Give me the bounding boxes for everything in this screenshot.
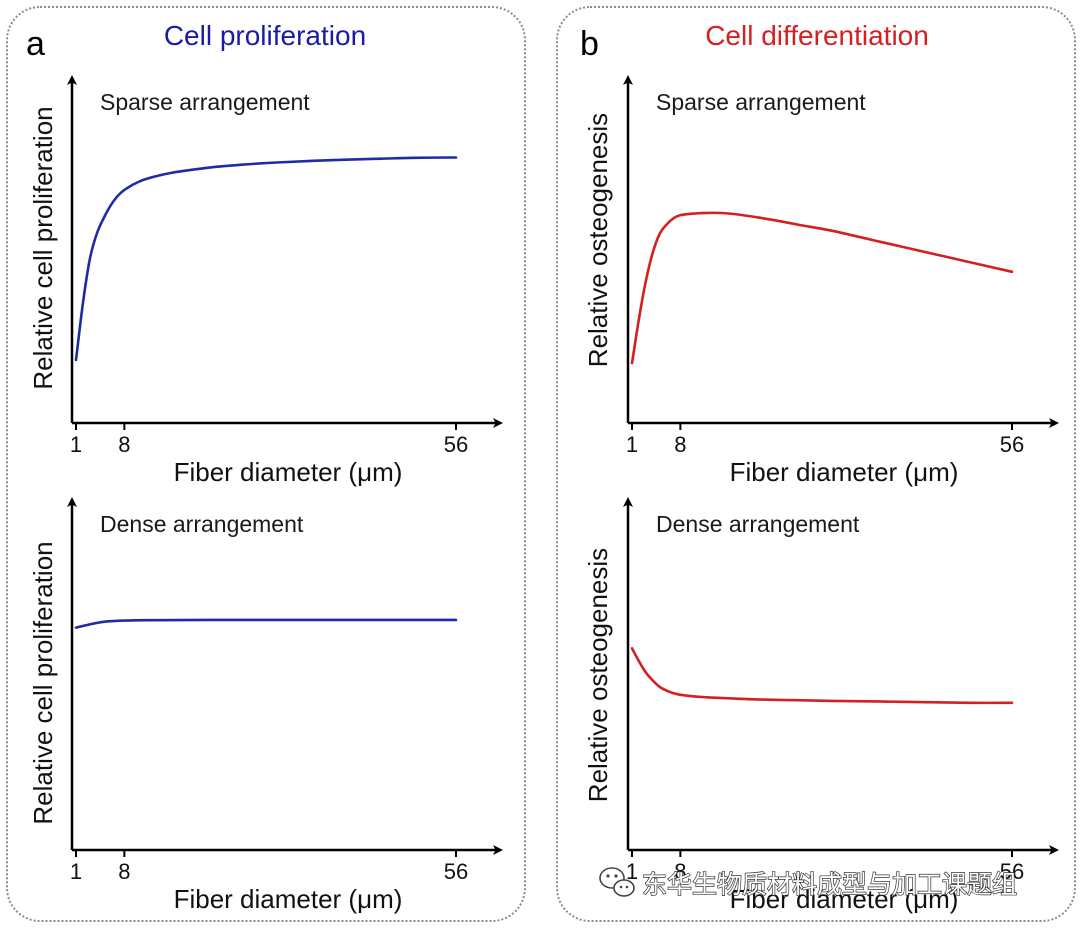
series-line [74,618,458,629]
chart-subtitle: Sparse arrangement [100,89,310,115]
chart-4: 1 8 56 Dense arrangement Fiber diameter (μm)… [583,497,1059,914]
chart-2: 1 8 56 Dense arrangement Fiber diameter (μm)… [28,497,503,914]
x-tick-label: 1 [70,859,82,884]
x-axis-label: Fiber diameter (μm) [174,884,403,914]
panel-b-frame [556,6,1076,922]
x-tick-label: 56 [1000,432,1024,457]
panel-b-letter: b [580,25,599,63]
x-tick-label: 1 [626,432,638,457]
x-tick-label: 8 [118,859,130,884]
x-tick-label: 8 [674,859,686,884]
x-tick-label: 8 [118,432,130,457]
x-axis-label: Fiber diameter (μm) [730,884,959,914]
wechat-icon [599,867,635,897]
x-tick-label: 56 [444,432,468,457]
panel-b-title: Cell differentiation [705,20,929,51]
series-line [630,211,1014,365]
chart-subtitle: Dense arrangement [100,511,304,537]
y-axis-label: Relative cell proliferation [28,541,58,824]
panel-a-frame [6,6,526,922]
watermark-text: 东华生物质材料成型与加工课题组 [642,870,1017,899]
x-tick-label: 1 [626,859,638,884]
series-line [630,647,1014,705]
x-axis-label: Fiber diameter (μm) [730,457,959,487]
x-tick-label: 1 [70,432,82,457]
x-tick-label: 8 [674,432,686,457]
y-axis-label: Relative osteogenesis [583,548,613,802]
series-line [74,156,458,362]
chart-subtitle: Dense arrangement [656,511,860,537]
charts-group: 1 8 56 Sparse arrangement Fiber diameter (μm… [28,75,1059,914]
y-axis-label: Relative cell proliferation [28,106,58,389]
x-tick-label: 56 [444,859,468,884]
chart-subtitle: Sparse arrangement [656,89,866,115]
x-axis-label: Fiber diameter (μm) [174,457,403,487]
x-tick-label: 56 [1000,859,1024,884]
y-axis-label: Relative osteogenesis [583,113,613,367]
watermark: 东华生物质材料成型与加工课题组 [599,867,1018,900]
panel-a-title: Cell proliferation [164,20,366,51]
panel-a-letter: a [26,25,45,63]
chart-3: 1 8 56 Sparse arrangement Fiber diameter (μm… [583,75,1059,487]
chart-1: 1 8 56 Sparse arrangement Fiber diameter (μm… [28,75,503,487]
